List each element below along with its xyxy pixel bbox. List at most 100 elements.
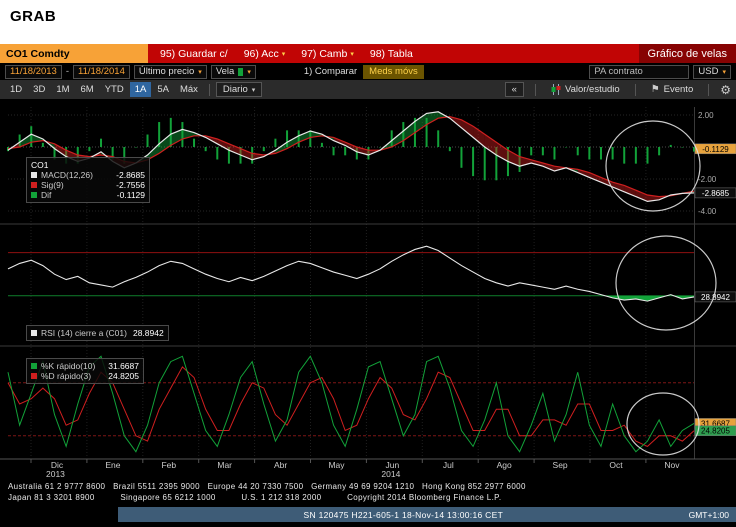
- macd-histogram-bar: [262, 147, 265, 152]
- range-button-6m[interactable]: 6M: [80, 84, 94, 95]
- candlestick-icon: [551, 84, 561, 95]
- menu-item-tabla[interactable]: 98) Tabla: [370, 48, 413, 60]
- range-button-1a[interactable]: 1A: [129, 82, 152, 97]
- stochastic-axis-tag-text: 31.6687: [701, 419, 730, 428]
- period-dropdown[interactable]: Diario ▾: [215, 82, 263, 97]
- chevron-down-icon: ▾: [281, 50, 286, 58]
- macd-signal-band: [589, 172, 601, 183]
- macd-signal-band: [461, 119, 474, 138]
- macd-histogram-bar: [658, 147, 661, 156]
- macd-histogram-bar: [111, 147, 114, 160]
- month-label: Jul: [443, 460, 454, 470]
- y-axis-tick: -2.00: [698, 175, 717, 184]
- macd-signal-band: [298, 131, 311, 143]
- stoch-d-line: [7, 366, 695, 447]
- rsi-line: [7, 245, 695, 302]
- contract-group: PA contrato USD ▾: [589, 64, 731, 79]
- date-to-field[interactable]: 11/18/2014: [73, 64, 130, 79]
- macd-signal-band: [228, 143, 241, 155]
- chevron-down-icon: ▾: [722, 68, 726, 76]
- macd-histogram-bar: [158, 122, 161, 147]
- compare-group: 1) Comparar Meds móvs: [303, 64, 424, 79]
- macd-signal-band: [345, 142, 357, 152]
- range-button-ytd[interactable]: YTD: [104, 84, 124, 95]
- moving-averages-button[interactable]: Meds móvs: [363, 64, 424, 79]
- macd-signal-band: [275, 142, 288, 154]
- macd-signal-band: [147, 143, 160, 160]
- chart-canvas[interactable]: 2.000.00-2.00-4.00DicEneFebMarAbrMayJunJ…: [0, 99, 736, 478]
- contract-label: PA contrato: [594, 66, 643, 77]
- macd-histogram-bar: [123, 147, 126, 164]
- compare-button[interactable]: 1) Comparar: [303, 66, 358, 77]
- price-field-dropdown[interactable]: Último precio ▾: [133, 64, 207, 79]
- currency-dropdown[interactable]: USD ▾: [693, 64, 731, 79]
- macd-axis-tag-text: -2.8685: [702, 189, 730, 198]
- month-label: Dic: [51, 460, 64, 470]
- serial-number: SN 120475 H221-605-1 18-Nov-14 13:00:16 …: [303, 509, 504, 520]
- chart-type-dropdown[interactable]: Vela ▾: [210, 64, 256, 79]
- macd-signal-band: [473, 126, 485, 147]
- chart-type-label: Vela: [215, 66, 235, 77]
- chevron-down-icon: ▾: [247, 68, 251, 76]
- stochastic-axis-tag: [694, 425, 736, 436]
- macd-histogram-bar: [7, 147, 9, 152]
- gear-icon[interactable]: ⚙: [720, 82, 731, 97]
- macd-histogram-bar: [53, 147, 56, 160]
- macd-histogram-bar: [646, 147, 649, 164]
- macd-histogram-bar: [216, 147, 219, 160]
- study-button[interactable]: Valor/estudio: [547, 83, 624, 96]
- macd-signal-band: [19, 134, 32, 147]
- macd-signal-band: [414, 113, 427, 133]
- macd-signal-band: [624, 185, 636, 197]
- year-label: 2014: [381, 469, 400, 478]
- menu-item-label: 98) Tabla: [369, 47, 413, 60]
- macd-histogram-bar: [146, 134, 149, 147]
- ticker-field[interactable]: CO1 Comdty: [0, 44, 148, 63]
- event-button[interactable]: ⚑ Evento: [647, 83, 698, 96]
- macd-signal-band: [66, 150, 78, 162]
- macd-histogram-bar: [286, 130, 289, 147]
- macd-signal-band: [391, 131, 404, 147]
- range-button-5a[interactable]: 5A: [157, 84, 169, 95]
- collapse-button[interactable]: «: [504, 82, 524, 97]
- footer-contacts-line1: Australia 61 2 9777 8600 Brazil 5511 239…: [8, 482, 526, 491]
- range-button-3d[interactable]: 3D: [33, 84, 46, 95]
- menu-item-camb[interactable]: 97) Camb ▾: [301, 48, 354, 60]
- macd-histogram-bar: [169, 117, 172, 147]
- macd-histogram-bar: [204, 147, 207, 152]
- macd-signal-band: [333, 137, 346, 146]
- menu-item-acc[interactable]: 96) Acc ▾: [244, 48, 286, 60]
- macd-axis-tag: [694, 187, 736, 199]
- range-button-max[interactable]: Máx: [179, 84, 198, 95]
- macd-histogram-bar: [274, 138, 277, 147]
- macd-histogram-bar: [402, 122, 405, 147]
- menu-item-label: 97) Camb: [301, 47, 348, 60]
- macd-histogram-bar: [332, 147, 335, 156]
- macd-histogram-bar: [472, 147, 475, 177]
- macd-signal-band: [577, 169, 590, 178]
- macd-histogram-bar: [553, 147, 556, 160]
- menu-item-guardar[interactable]: 95) Guardar c/: [160, 48, 228, 60]
- macd-signal-band: [54, 143, 67, 157]
- macd-signal-band: [542, 163, 555, 171]
- study-label: Valor/estudio: [564, 84, 620, 95]
- macd-histogram-bar: [576, 147, 579, 156]
- range-button-1m[interactable]: 1M: [56, 84, 70, 95]
- date-from-field[interactable]: 11/18/2013: [5, 64, 62, 79]
- macd-histogram-bar: [437, 130, 440, 147]
- stochastic-axis-tag-text: 24.8205: [701, 427, 730, 436]
- macd-histogram-bar: [251, 147, 254, 164]
- macd-histogram-bar: [355, 147, 358, 160]
- macd-axis-tag: [694, 143, 736, 155]
- contract-dropdown[interactable]: PA contrato: [589, 64, 690, 79]
- toolbar-divider: [534, 83, 536, 96]
- macd-histogram-bar: [65, 147, 68, 164]
- macd-histogram-bar: [367, 147, 370, 160]
- chart-area: 2.000.00-2.00-4.00DicEneFebMarAbrMayJunJ…: [0, 99, 736, 478]
- macd-histogram-bar: [495, 147, 498, 181]
- range-button-1d[interactable]: 1D: [10, 84, 23, 95]
- macd-histogram-bar: [30, 126, 33, 147]
- macd-histogram-bar: [344, 147, 347, 156]
- macd-histogram-bar: [134, 147, 137, 148]
- timezone: GMT+1:00: [688, 509, 729, 520]
